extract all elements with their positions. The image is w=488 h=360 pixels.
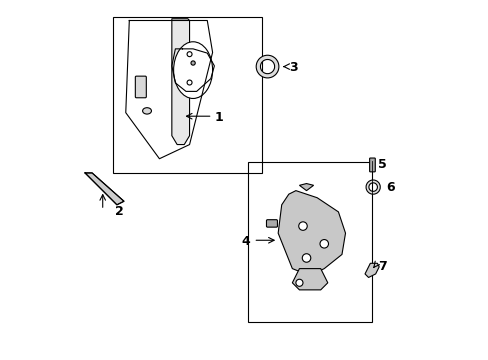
Bar bbox=[247, 162, 371, 322]
FancyBboxPatch shape bbox=[135, 76, 146, 98]
Polygon shape bbox=[299, 184, 313, 191]
Circle shape bbox=[319, 239, 328, 248]
Polygon shape bbox=[292, 269, 327, 290]
Circle shape bbox=[295, 279, 303, 286]
Circle shape bbox=[302, 254, 310, 262]
Polygon shape bbox=[278, 191, 345, 276]
Polygon shape bbox=[85, 173, 124, 205]
Text: 4: 4 bbox=[241, 235, 249, 248]
Text: 6: 6 bbox=[386, 181, 394, 194]
Polygon shape bbox=[364, 263, 378, 278]
Circle shape bbox=[191, 61, 195, 65]
Text: 1: 1 bbox=[214, 112, 223, 125]
Circle shape bbox=[298, 222, 306, 230]
Text: 7: 7 bbox=[378, 260, 386, 273]
FancyBboxPatch shape bbox=[369, 158, 374, 172]
Circle shape bbox=[187, 80, 192, 85]
Circle shape bbox=[187, 52, 192, 57]
Text: 5: 5 bbox=[378, 158, 386, 171]
Ellipse shape bbox=[173, 42, 212, 99]
Ellipse shape bbox=[142, 108, 151, 114]
Bar bbox=[113, 17, 262, 173]
Polygon shape bbox=[171, 19, 189, 145]
Text: 3: 3 bbox=[288, 61, 297, 74]
FancyBboxPatch shape bbox=[266, 220, 277, 227]
Text: 2: 2 bbox=[115, 206, 123, 219]
